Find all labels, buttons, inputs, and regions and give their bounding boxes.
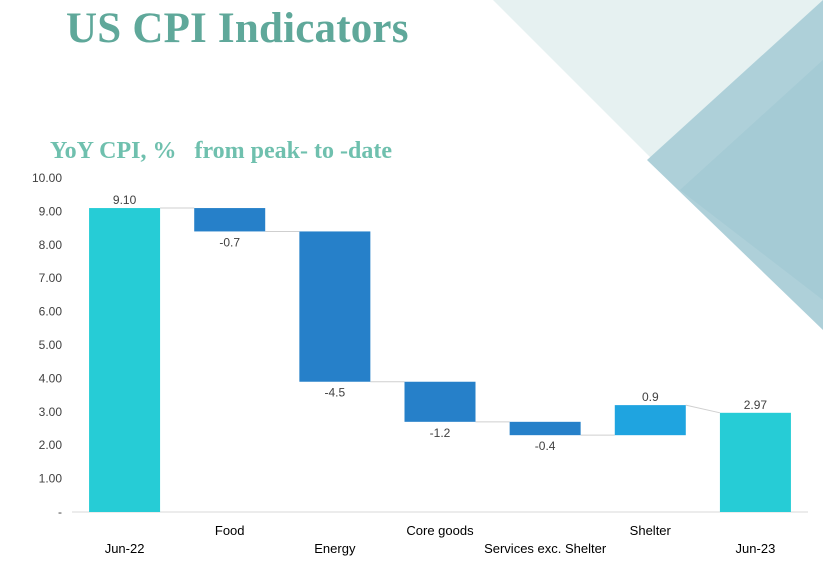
y-tick-label: 5.00 (39, 338, 63, 352)
connector-line (685, 404, 721, 414)
y-tick-label: 9.00 (39, 204, 63, 218)
page-title: US CPI Indicators (66, 5, 409, 52)
category-label: Food (215, 523, 245, 538)
bar-decrease (404, 381, 476, 422)
data-label: -4.5 (325, 386, 346, 400)
y-tick-label: 3.00 (39, 405, 63, 419)
data-label: 9.10 (113, 193, 137, 207)
data-label: -0.7 (219, 235, 240, 249)
category-label: Shelter (630, 523, 672, 538)
data-label: -1.2 (430, 426, 451, 440)
bar-total (719, 412, 791, 512)
data-label: 2.97 (744, 398, 768, 412)
chart-subtitle: YoY CPI, % from peak- to -date (50, 138, 392, 164)
bar-total (89, 208, 161, 512)
category-label: Core goods (406, 523, 474, 538)
bar-increase (614, 405, 686, 436)
data-label: -0.4 (535, 439, 556, 453)
category-label: Jun-22 (105, 541, 145, 556)
y-tick-label: 10.00 (32, 171, 62, 185)
y-tick-label: - (58, 505, 62, 519)
y-tick-label: 6.00 (39, 305, 63, 319)
bar-decrease (299, 231, 371, 382)
category-label: Energy (314, 541, 356, 556)
y-tick-label: 2.00 (39, 438, 63, 452)
y-tick-label: 4.00 (39, 371, 63, 385)
y-tick-label: 1.00 (39, 472, 63, 486)
bar-decrease (194, 208, 266, 232)
category-label: Jun-23 (736, 541, 776, 556)
y-tick-label: 7.00 (39, 271, 63, 285)
data-label: 0.9 (642, 390, 659, 404)
category-label: Services exc. Shelter (484, 541, 607, 556)
bar-decrease (509, 421, 581, 436)
y-tick-label: 8.00 (39, 238, 63, 252)
